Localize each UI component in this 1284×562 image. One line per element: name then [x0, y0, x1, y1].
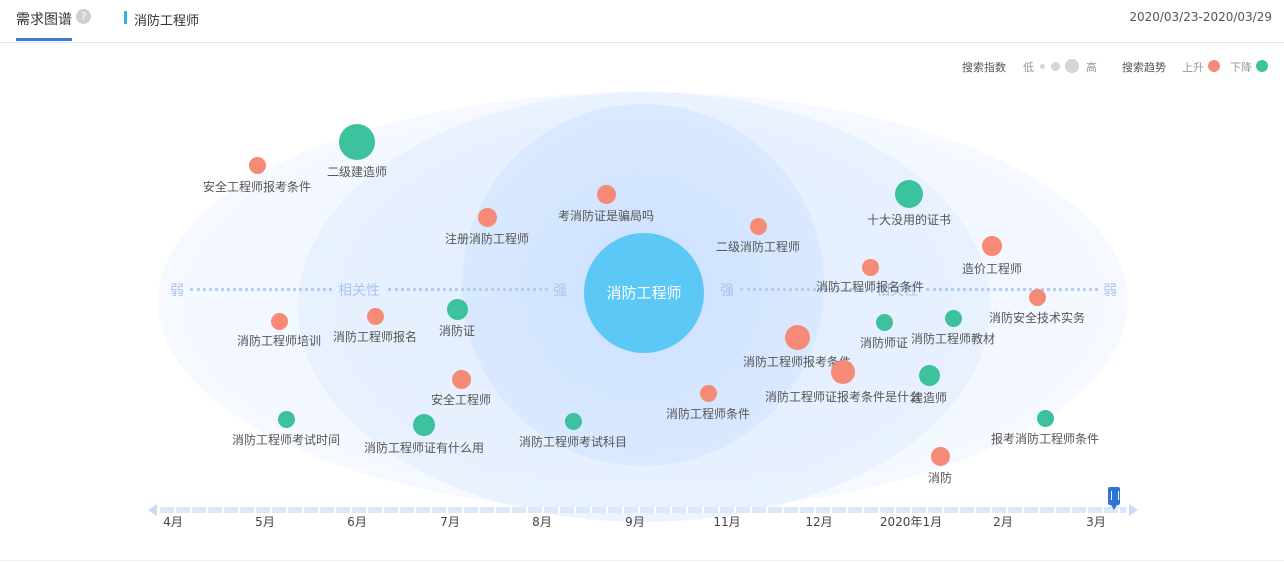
- keyword-node-label[interactable]: 注册消防工程师: [444, 232, 530, 246]
- legend-up-dot: [1208, 60, 1220, 72]
- axis-dots-right-2: [926, 288, 1098, 291]
- keyword-node-bubble[interactable]: [784, 324, 810, 350]
- keyword-node-label[interactable]: 消防工程师条件: [665, 407, 751, 421]
- timeline-month-label: 9月: [625, 515, 645, 529]
- timeline-month-label: 5月: [255, 515, 275, 529]
- timeline-month-label: 11月: [713, 515, 741, 529]
- keyword-node-label[interactable]: 消防安全技术实务: [988, 311, 1086, 325]
- active-tab-indicator: [16, 38, 72, 41]
- legend-down: 下降: [1230, 61, 1252, 74]
- legend-high: 高: [1086, 61, 1097, 74]
- timeline-month-label: 8月: [532, 515, 552, 529]
- axis-weak-left: 弱: [170, 283, 184, 299]
- timeline-month-label: 4月: [163, 515, 183, 529]
- tab-demand-graph[interactable]: 需求图谱: [16, 12, 72, 28]
- keyword-title: 消防工程师: [134, 14, 200, 29]
- keyword-node-label[interactable]: 安全工程师报考条件: [202, 180, 312, 194]
- keyword-node-bubble[interactable]: [831, 360, 855, 384]
- keyword-node-bubble[interactable]: [1028, 288, 1046, 306]
- legend-size-dot-large: [1065, 59, 1079, 73]
- keyword-node-bubble[interactable]: [918, 364, 940, 386]
- keyword-node-bubble[interactable]: [477, 207, 497, 227]
- timeline-slider[interactable]: [148, 504, 1138, 518]
- timeline-month-label: 2020年1月: [879, 515, 943, 529]
- legend-down-dot: [1256, 60, 1268, 72]
- axis-dots-right-1: [740, 288, 870, 291]
- timeline-track[interactable]: [160, 507, 1126, 513]
- legend-size-dot-medium: [1051, 62, 1060, 71]
- timeline-left-arrow-icon[interactable]: [148, 504, 157, 516]
- legend-trend-label: 搜索趋势: [1122, 61, 1166, 74]
- legend-up: 上升: [1182, 61, 1204, 74]
- timeline-handle[interactable]: [1108, 487, 1120, 510]
- timeline-month-label: 12月: [805, 515, 833, 529]
- keyword-node-bubble[interactable]: [699, 384, 717, 402]
- bottom-divider: [0, 560, 1284, 561]
- keyword-node-bubble[interactable]: [1036, 409, 1054, 427]
- keyword-node-label[interactable]: 消防: [927, 471, 953, 485]
- keyword-node-label[interactable]: 造价工程师: [961, 262, 1023, 276]
- keyword-node-label[interactable]: 报考消防工程师条件: [990, 432, 1100, 446]
- axis-relevance-left: 相关性: [338, 283, 380, 299]
- timeline-right-arrow-icon[interactable]: [1129, 504, 1138, 516]
- keyword-node-label[interactable]: 消防工程师证有什么用: [363, 441, 485, 455]
- keyword-node-label[interactable]: 二级建造师: [326, 165, 388, 179]
- axis-strong-right: 强: [720, 283, 734, 299]
- keyword-node-label[interactable]: 消防工程师报考条件: [742, 355, 852, 369]
- axis-dots-left-2: [388, 288, 548, 291]
- keyword-node-bubble[interactable]: [749, 217, 767, 235]
- keyword-node-bubble[interactable]: [451, 369, 471, 389]
- timeline-month-label: 2月: [993, 515, 1013, 529]
- keyword-node-label[interactable]: 考消防证是骗局吗: [557, 209, 655, 223]
- keyword-node-bubble[interactable]: [277, 410, 295, 428]
- keyword-node-label[interactable]: 消防工程师报名条件: [815, 280, 925, 294]
- keyword-node-bubble[interactable]: [270, 312, 288, 330]
- center-keyword-bubble[interactable]: 消防工程师: [584, 233, 704, 353]
- question-circle-icon[interactable]: ?: [76, 9, 91, 24]
- keyword-node-bubble[interactable]: [339, 124, 375, 160]
- timeline-month-label: 6月: [347, 515, 367, 529]
- timeline-month-label: 3月: [1086, 515, 1106, 529]
- keyword-node-label[interactable]: 消防工程师证报考条件是什么: [764, 390, 922, 404]
- header: 需求图谱 ? 消防工程师 2020/03/23-2020/03/29: [0, 0, 1284, 43]
- legend-size-dot-small: [1040, 64, 1045, 69]
- keyword-node-bubble[interactable]: [944, 309, 962, 327]
- timeline-month-label: 7月: [440, 515, 460, 529]
- keyword-node-bubble[interactable]: [861, 258, 879, 276]
- keyword-node-bubble[interactable]: [982, 236, 1002, 256]
- keyword-node-bubble[interactable]: [413, 414, 435, 436]
- axis-dots-left-1: [190, 288, 332, 291]
- keyword-node-label[interactable]: 十大没用的证书: [866, 213, 952, 227]
- keyword-node-label[interactable]: 消防工程师考试科目: [518, 435, 628, 449]
- grip-icon: [1111, 491, 1119, 500]
- legend-search-index-label: 搜索指数: [962, 61, 1006, 74]
- keyword-node-label[interactable]: 消防师证: [859, 336, 909, 350]
- keyword-node-label[interactable]: 消防工程师考试时间: [231, 433, 341, 447]
- keyword-node-bubble[interactable]: [596, 184, 616, 204]
- date-range: 2020/03/23-2020/03/29: [1129, 10, 1272, 24]
- keyword-node-label[interactable]: 建造师: [910, 391, 948, 405]
- keyword-node-label[interactable]: 消防工程师教材: [910, 332, 996, 346]
- keyword-node-bubble[interactable]: [895, 180, 923, 208]
- legend-low: 低: [1023, 61, 1034, 74]
- keyword-node-bubble[interactable]: [366, 307, 384, 325]
- keyword-node-label[interactable]: 消防证: [438, 324, 476, 338]
- axis-relevance-right: 相关性: [876, 283, 918, 299]
- keyword-node-bubble[interactable]: [446, 298, 468, 320]
- keyword-node-bubble[interactable]: [875, 313, 893, 331]
- keyword-node-label[interactable]: 二级消防工程师: [715, 240, 801, 254]
- axis-strong-left: 强: [553, 283, 567, 299]
- axis-weak-right: 弱: [1103, 283, 1117, 299]
- keyword-node-label[interactable]: 安全工程师: [430, 393, 492, 407]
- keyword-node-bubble[interactable]: [248, 156, 266, 174]
- keyword-marker-bar: [124, 11, 127, 24]
- keyword-node-label[interactable]: 消防工程师培训: [236, 334, 322, 348]
- keyword-node-bubble[interactable]: [930, 446, 950, 466]
- keyword-node-label[interactable]: 消防工程师报名: [332, 330, 418, 344]
- keyword-node-bubble[interactable]: [564, 412, 582, 430]
